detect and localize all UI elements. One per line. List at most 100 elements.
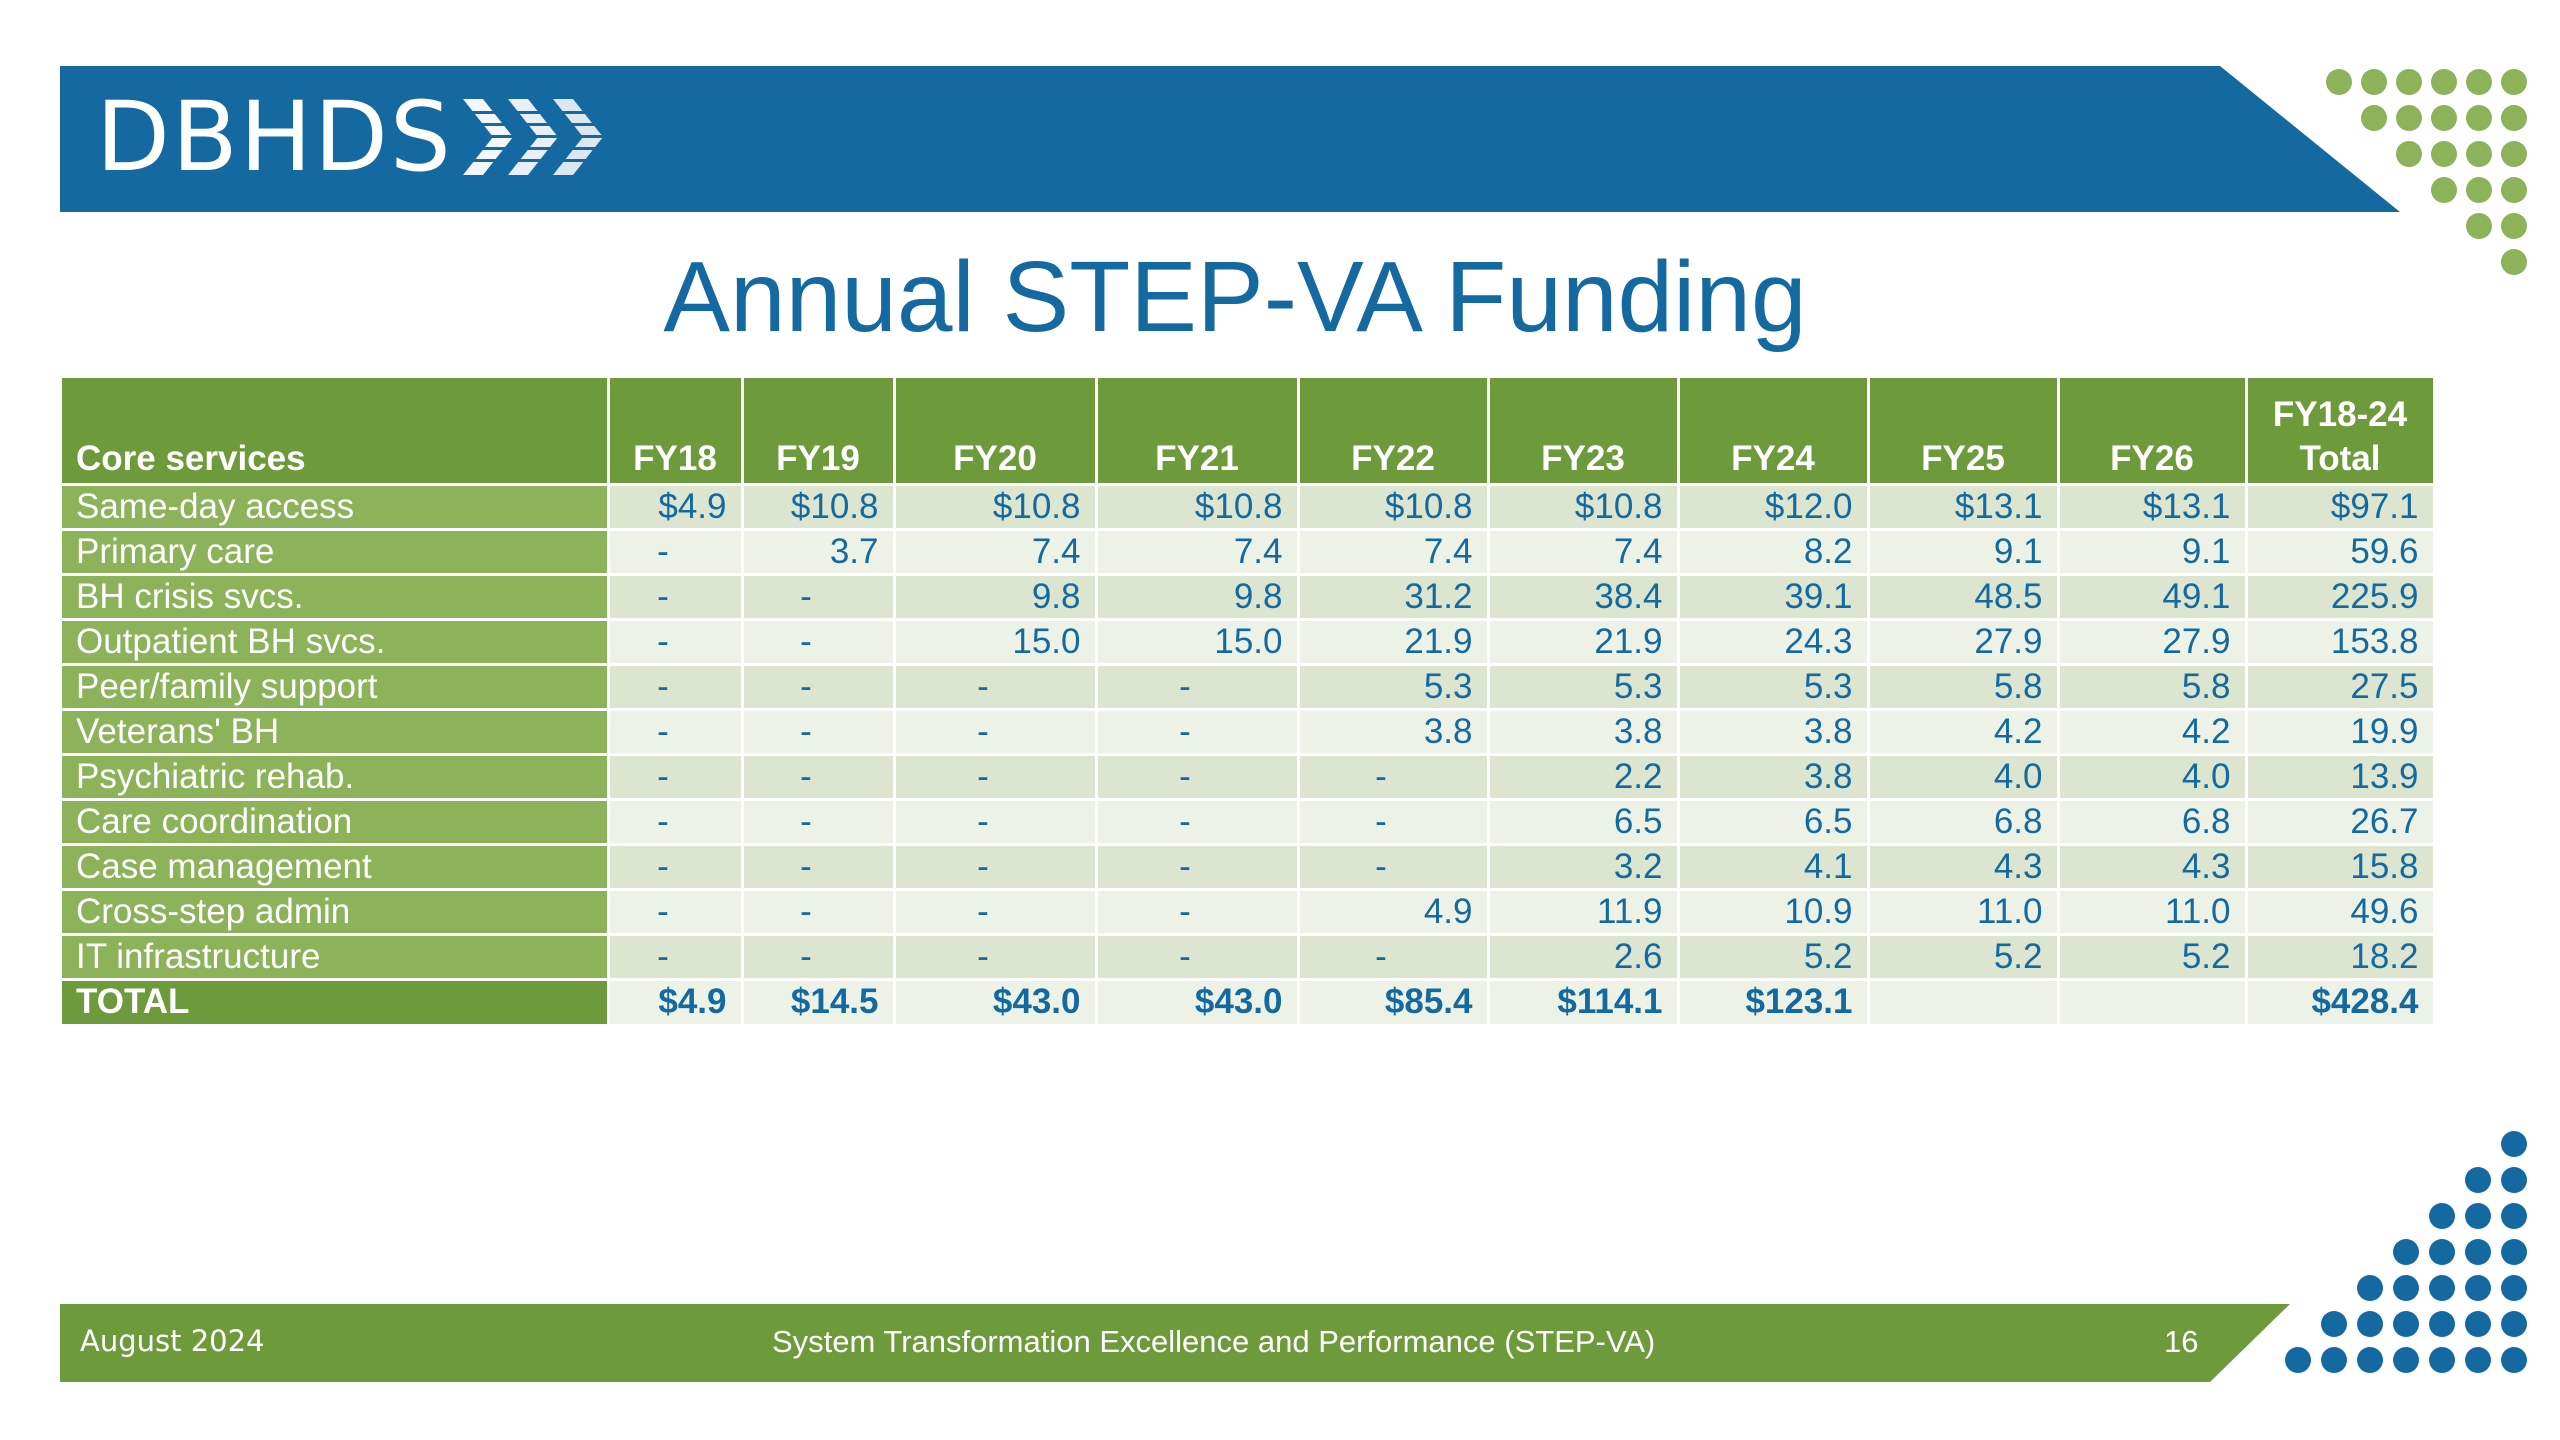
logo-text: DBHDS (96, 81, 453, 193)
table-cell: - (742, 932, 896, 979)
table-cell: 13.9 (2246, 752, 2436, 799)
table-cell: 5.3 (1488, 662, 1680, 709)
table-cell: 7.4 (894, 527, 1098, 574)
decor-dot (2429, 1347, 2455, 1373)
table-cell: 11.9 (1488, 887, 1680, 934)
row-label: TOTAL (62, 977, 610, 1024)
table-cell: 18.2 (2246, 932, 2436, 979)
decor-dot (2501, 177, 2527, 203)
table-row: Case management - - - - -3.2 4.1 4.3 4.3 15.8 (62, 842, 2436, 889)
table-cell: 9.8 (1096, 572, 1300, 619)
decor-dot (2431, 141, 2457, 167)
table-cell: $43.0 (894, 977, 1098, 1024)
table-cell: 4.9 (1298, 887, 1490, 934)
table-cell: $10.8 (1488, 482, 1680, 529)
row-label: Veterans' BH (62, 707, 610, 754)
column-header: FY25 (1868, 378, 2060, 484)
table-cell: 6.8 (1868, 797, 2060, 844)
decor-dot (2429, 1203, 2455, 1229)
table-cell: 7.4 (1298, 527, 1490, 574)
table-cell: - (742, 572, 896, 619)
page-number: 16 (2164, 1324, 2199, 1359)
table-cell: - (742, 887, 896, 934)
table-cell: - (894, 797, 1098, 844)
decor-dot (2393, 1311, 2419, 1337)
table-cell: 24.3 (1678, 617, 1870, 664)
blue-dots-decoration-icon (2285, 1131, 2527, 1373)
table-cell: $114.1 (1488, 977, 1680, 1024)
column-header: FY24 (1678, 378, 1870, 484)
decor-dot (2429, 1239, 2455, 1265)
decor-dot (2501, 1311, 2527, 1337)
column-header: FY23 (1488, 378, 1680, 484)
table-cell (1868, 977, 2060, 1024)
table-cell: 5.2 (1678, 932, 1870, 979)
table-cell: 10.9 (1678, 887, 1870, 934)
table-row: Primary care -3.7 7.4 7.4 7.4 7.4 8.2 9.1 9.1 59.… (62, 527, 2436, 574)
row-label: Peer/family support (62, 662, 610, 709)
table-cell: 4.1 (1678, 842, 1870, 889)
decor-dot (2465, 1347, 2491, 1373)
table-cell: - (894, 662, 1098, 709)
table-header-row: Core services FY18 FY19 FY20 FY21 FY22 F… (62, 378, 2436, 484)
table-cell: $85.4 (1298, 977, 1490, 1024)
decor-dot (2501, 213, 2527, 239)
table-cell: 4.2 (1868, 707, 2060, 754)
table-cell: 3.8 (1678, 752, 1870, 799)
table-cell: - (894, 707, 1098, 754)
decor-dot (2501, 249, 2527, 275)
table-cell: 31.2 (1298, 572, 1490, 619)
table-cell: 3.8 (1298, 707, 1490, 754)
table-cell: - (1096, 797, 1300, 844)
decor-dot (2396, 105, 2422, 131)
table-cell: $4.9 (608, 977, 744, 1024)
table-cell: $97.1 (2246, 482, 2436, 529)
table-cell: - (1096, 887, 1300, 934)
table-cell: 49.6 (2246, 887, 2436, 934)
table-cell: 6.5 (1678, 797, 1870, 844)
decor-dot (2465, 1203, 2491, 1229)
table-cell: - (1298, 842, 1490, 889)
decor-dot (2501, 1131, 2527, 1157)
row-label: Primary care (62, 527, 610, 574)
decor-dot (2501, 1239, 2527, 1265)
table-cell: $12.0 (1678, 482, 1870, 529)
decor-dot (2466, 177, 2492, 203)
table-cell: - (608, 752, 744, 799)
table-cell: - (608, 887, 744, 934)
table-cell: - (608, 932, 744, 979)
table-cell: 48.5 (1868, 572, 2060, 619)
table-cell: - (608, 797, 744, 844)
decor-dot (2393, 1275, 2419, 1301)
table-cell: - (1096, 707, 1300, 754)
table-cell: 225.9 (2246, 572, 2436, 619)
decor-dot (2466, 141, 2492, 167)
decor-dot (2321, 1311, 2347, 1337)
table-cell: 27.9 (2058, 617, 2248, 664)
table-cell: 2.2 (1488, 752, 1680, 799)
table-cell: 4.2 (2058, 707, 2248, 754)
table-cell: - (1298, 932, 1490, 979)
table-row: Outpatient BH svcs. - -15.0 15.0 21.9 21.9 24.… (62, 617, 2436, 664)
table-cell: 27.5 (2246, 662, 2436, 709)
decor-dot (2501, 1275, 2527, 1301)
table-cell: $4.9 (608, 482, 744, 529)
decor-dot (2431, 105, 2457, 131)
table-row: Cross-step admin - - - -4.9 11.9 10.9 11.0 11.0 4… (62, 887, 2436, 934)
column-header: FY26 (2058, 378, 2248, 484)
table-cell: 153.8 (2246, 617, 2436, 664)
decor-dot (2466, 69, 2492, 95)
table-cell: 5.2 (1868, 932, 2060, 979)
table-cell: 26.7 (2246, 797, 2436, 844)
table-cell: - (608, 842, 744, 889)
decor-dot (2285, 1347, 2311, 1373)
table-cell: 21.9 (1488, 617, 1680, 664)
table-cell: - (1298, 797, 1490, 844)
table-cell: 38.4 (1488, 572, 1680, 619)
table-cell: 6.5 (1488, 797, 1680, 844)
row-label: IT infrastructure (62, 932, 610, 979)
row-label: Case management (62, 842, 610, 889)
row-label: Outpatient BH svcs. (62, 617, 610, 664)
table-row: Peer/family support - - - -5.3 5.3 5.3 5.8 5.8 27… (62, 662, 2436, 709)
header-banner (60, 66, 2400, 212)
